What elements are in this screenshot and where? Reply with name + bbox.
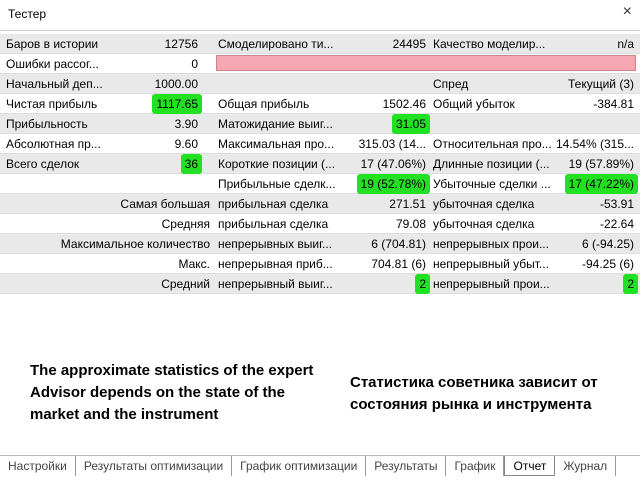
table-row: непрерывная приб... 704.81 (6) непрерывный… bbox=[0, 254, 640, 274]
table-row: Баров в истории 12756 Смоделировано ти... 2… bbox=[0, 34, 640, 54]
label-cell: Средняя bbox=[161, 217, 210, 231]
label-cell: непрерывный выиг... bbox=[218, 277, 333, 291]
tab[interactable]: Результаты оптимизации bbox=[76, 456, 233, 476]
label-cell: непрерывный убыт... bbox=[433, 257, 549, 271]
value-cell: n/a bbox=[617, 37, 634, 51]
label-cell: Баров в истории bbox=[6, 37, 99, 51]
table-row: прибыльная сделка 271.51 убыточная сделка -… bbox=[0, 194, 640, 214]
label-cell: Средний bbox=[161, 277, 210, 291]
label-cell: Начальный деп... bbox=[6, 77, 103, 91]
table-row: непрерывных выиг... 6 (704.81) непрерывных… bbox=[0, 234, 640, 254]
value-cell: 24495 bbox=[392, 37, 426, 51]
value-cell: 79.08 bbox=[395, 217, 426, 231]
value-cell: 1000.00 bbox=[154, 77, 198, 91]
russian-note: Статистика советника зависит от состояни… bbox=[350, 374, 598, 413]
table-row: Абсолютная пр... 9.60 Максимальная про... 3… bbox=[0, 134, 640, 154]
tab[interactable]: Журнал bbox=[555, 456, 617, 476]
close-button[interactable]: × bbox=[622, 3, 632, 20]
label-cell: Всего сделок bbox=[6, 157, 80, 171]
value-cell: 1117.65 bbox=[152, 94, 202, 114]
label-cell: непрерывная приб... bbox=[218, 257, 333, 271]
label-cell: Длинные позиции (... bbox=[433, 157, 550, 171]
value-cell: 14.54% (315... bbox=[555, 137, 634, 151]
value-cell: -94.25 (6) bbox=[581, 257, 634, 271]
value-cell: 3.90 bbox=[174, 117, 198, 131]
label-cell: Относительная про... bbox=[433, 137, 552, 151]
label-cell: убыточная сделка bbox=[433, 217, 535, 231]
error-field bbox=[216, 55, 636, 71]
value-cell: 19 (57.89%) bbox=[568, 157, 634, 171]
label-cell: Прибыльность bbox=[6, 117, 88, 131]
tab[interactable]: Настройки bbox=[0, 456, 76, 476]
value-cell: 315.03 (14... bbox=[358, 137, 426, 151]
label-cell: Спред bbox=[433, 77, 469, 91]
table-row: Начальный деп... 1000.00 Спред Текущий (3) bbox=[0, 74, 640, 94]
label-cell: Убыточные сделки ... bbox=[433, 177, 551, 191]
value-cell: 0 bbox=[191, 57, 198, 71]
label-cell: Максимальное количество bbox=[60, 237, 210, 251]
label-cell: Прибыльные сделк... bbox=[218, 177, 336, 191]
tab-bar: Настройки Результаты оптимизации График оп… bbox=[0, 455, 640, 480]
label-cell: Короткие позиции (... bbox=[218, 157, 336, 171]
value-cell: 31.05 bbox=[391, 114, 430, 134]
label-cell: Самая большая bbox=[120, 197, 210, 211]
divider bbox=[0, 30, 640, 31]
value-cell: -384.81 bbox=[593, 97, 634, 111]
value-cell: 6 (-94.25) bbox=[581, 237, 634, 251]
value-cell: 2 bbox=[623, 274, 638, 294]
label-cell: убыточная сделка bbox=[433, 197, 535, 211]
table-row: прибыльная сделка 79.08 убыточная сделка -2… bbox=[0, 214, 640, 234]
value-cell: 12756 bbox=[164, 37, 198, 51]
label-cell: Смоделировано ти... bbox=[218, 37, 334, 51]
table-row: непрерывный выиг... 2 непрерывный прои... 2… bbox=[0, 274, 640, 294]
value-cell: -22.64 bbox=[599, 217, 634, 231]
label-cell: Общая прибыль bbox=[218, 97, 310, 111]
table-row: Ошибки рассог... 0 bbox=[0, 54, 640, 74]
value-cell: 271.51 bbox=[389, 197, 426, 211]
table-row: Прибыльность 3.90 Матожидание выиг... 31.05 bbox=[0, 114, 640, 134]
value-cell: 9.60 bbox=[174, 137, 198, 151]
table-row: Всего сделок 36 Короткие позиции (... 17 (4… bbox=[0, 154, 640, 174]
label-cell: непрерывных прои... bbox=[433, 237, 549, 251]
label-cell: непрерывных выиг... bbox=[218, 237, 333, 251]
tab[interactable]: График оптимизации bbox=[232, 456, 367, 476]
value-cell: 17 (47.06%) bbox=[360, 157, 426, 171]
label-cell: Абсолютная пр... bbox=[6, 137, 101, 151]
label-cell: Матожидание выиг... bbox=[218, 117, 333, 131]
label-cell: Общий убыток bbox=[433, 97, 515, 111]
value-cell: 19 (52.78%) bbox=[356, 174, 430, 194]
window-title: Тестер bbox=[8, 7, 47, 21]
value-cell: 6 (704.81) bbox=[371, 237, 426, 251]
value-cell: 704.81 (6) bbox=[371, 257, 426, 271]
label-cell: Макс. bbox=[178, 257, 210, 271]
value-cell: 2 bbox=[415, 274, 430, 294]
label-cell: непрерывный прои... bbox=[433, 277, 550, 291]
label-cell: Ошибки рассог... bbox=[6, 57, 99, 71]
tab[interactable]: Результаты bbox=[366, 456, 447, 476]
label-cell: Чистая прибыль bbox=[6, 97, 98, 111]
value-cell: 17 (47.22%) bbox=[564, 174, 638, 194]
label-cell: прибыльная сделка bbox=[218, 217, 329, 231]
label-cell: Максимальная про... bbox=[218, 137, 335, 151]
value-cell: 1502.46 bbox=[382, 97, 426, 111]
tab[interactable]: Отчет bbox=[504, 456, 556, 476]
value-cell: 36 bbox=[180, 154, 202, 174]
label-cell: прибыльная сделка bbox=[218, 197, 329, 211]
label-cell: Качество моделир... bbox=[433, 37, 546, 51]
table-row: Чистая прибыль 1117.65 Общая прибыль 1502.4… bbox=[0, 94, 640, 114]
report-table: Баров в истории 12756 Смоделировано ти... 2… bbox=[0, 34, 640, 294]
tab[interactable]: График bbox=[446, 456, 505, 476]
value-cell: Текущий (3) bbox=[568, 77, 634, 91]
english-note: The approximate statistics of the expert… bbox=[30, 362, 314, 423]
value-cell: -53.91 bbox=[599, 197, 634, 211]
table-row: Прибыльные сделк... 19 (52.78%) Убыточные … bbox=[0, 174, 640, 194]
